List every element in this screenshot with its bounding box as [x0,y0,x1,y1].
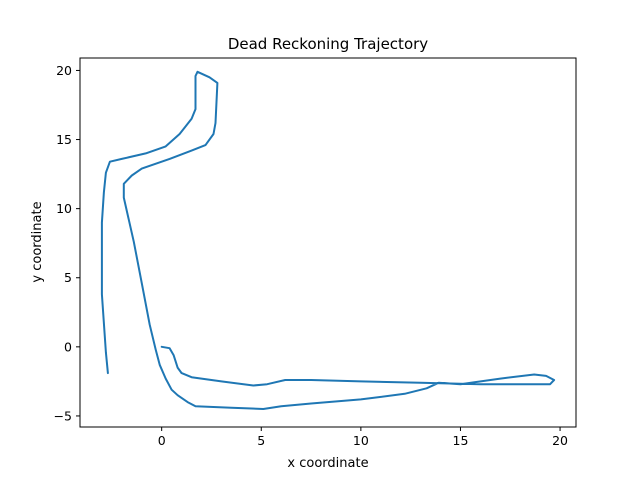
trajectory-line-0 [100,70,556,410]
x-tick-label-1: 5 [257,433,265,448]
x-tick-label-2: 10 [353,433,369,448]
y-tick-label-2: 5 [64,270,72,285]
y-axis-label: y coordinate [30,201,45,282]
y-tick-label-1: 0 [64,339,72,354]
x-tick-label-3: 15 [453,433,469,448]
y-tick-label-5: 20 [56,63,72,78]
axis-ticks: 0 5 10 15 20 −5 0 5 10 15 20 [54,63,569,448]
x-tick-label-0: 0 [158,433,166,448]
y-tick-label-0: −5 [54,408,72,423]
x-tick-label-4: 20 [552,433,568,448]
plot-area [100,70,556,410]
x-axis-label: x coordinate [287,456,368,471]
plot-frame [79,57,577,428]
chart-title: Dead Reckoning Trajectory [228,35,428,53]
y-tick-label-4: 15 [56,132,72,147]
y-tick-label-3: 10 [56,201,72,216]
